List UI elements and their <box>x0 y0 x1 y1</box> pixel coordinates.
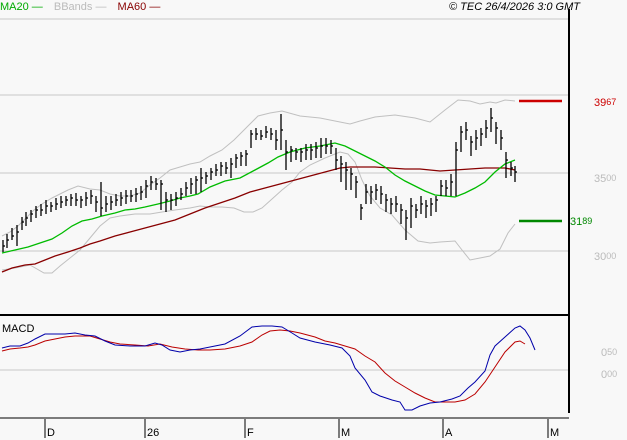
legend-ma20: MA20 — <box>0 1 43 13</box>
x-label-a: A <box>445 427 453 439</box>
legend-bbands: BBands — <box>53 1 107 13</box>
macd-axis-tick-000: 000 <box>601 369 618 381</box>
ma20-line <box>1 142 516 254</box>
bbands-upper <box>1 99 516 237</box>
macd-axis-tick-050: 050 <box>601 347 618 359</box>
chart-legend: MA20 — BBands — MA60 — <box>0 0 168 16</box>
macd-signal-line <box>1 329 526 403</box>
copyright-timestamp: © TEC 26/4/2026 3:0 GMT <box>449 1 580 13</box>
x-label-m2: M <box>550 427 560 439</box>
support-label: 3189 <box>570 216 593 228</box>
price-axis-tick-30: 3000 <box>594 251 617 263</box>
x-label-26: 26 <box>147 427 160 439</box>
x-label-f: F <box>247 427 254 439</box>
price-axis-tick-35: 3500 <box>594 173 617 185</box>
x-label-m1: M <box>341 427 351 439</box>
macd-title: MACD <box>2 323 35 335</box>
x-label-d: D <box>47 427 55 439</box>
macd-line <box>1 325 536 411</box>
ohlc-bars <box>2 108 517 252</box>
resistance-label: 3967 <box>594 97 617 109</box>
bbands-lower <box>1 151 516 274</box>
ma60-line <box>1 166 516 273</box>
legend-ma60: MA60 — <box>117 1 161 13</box>
